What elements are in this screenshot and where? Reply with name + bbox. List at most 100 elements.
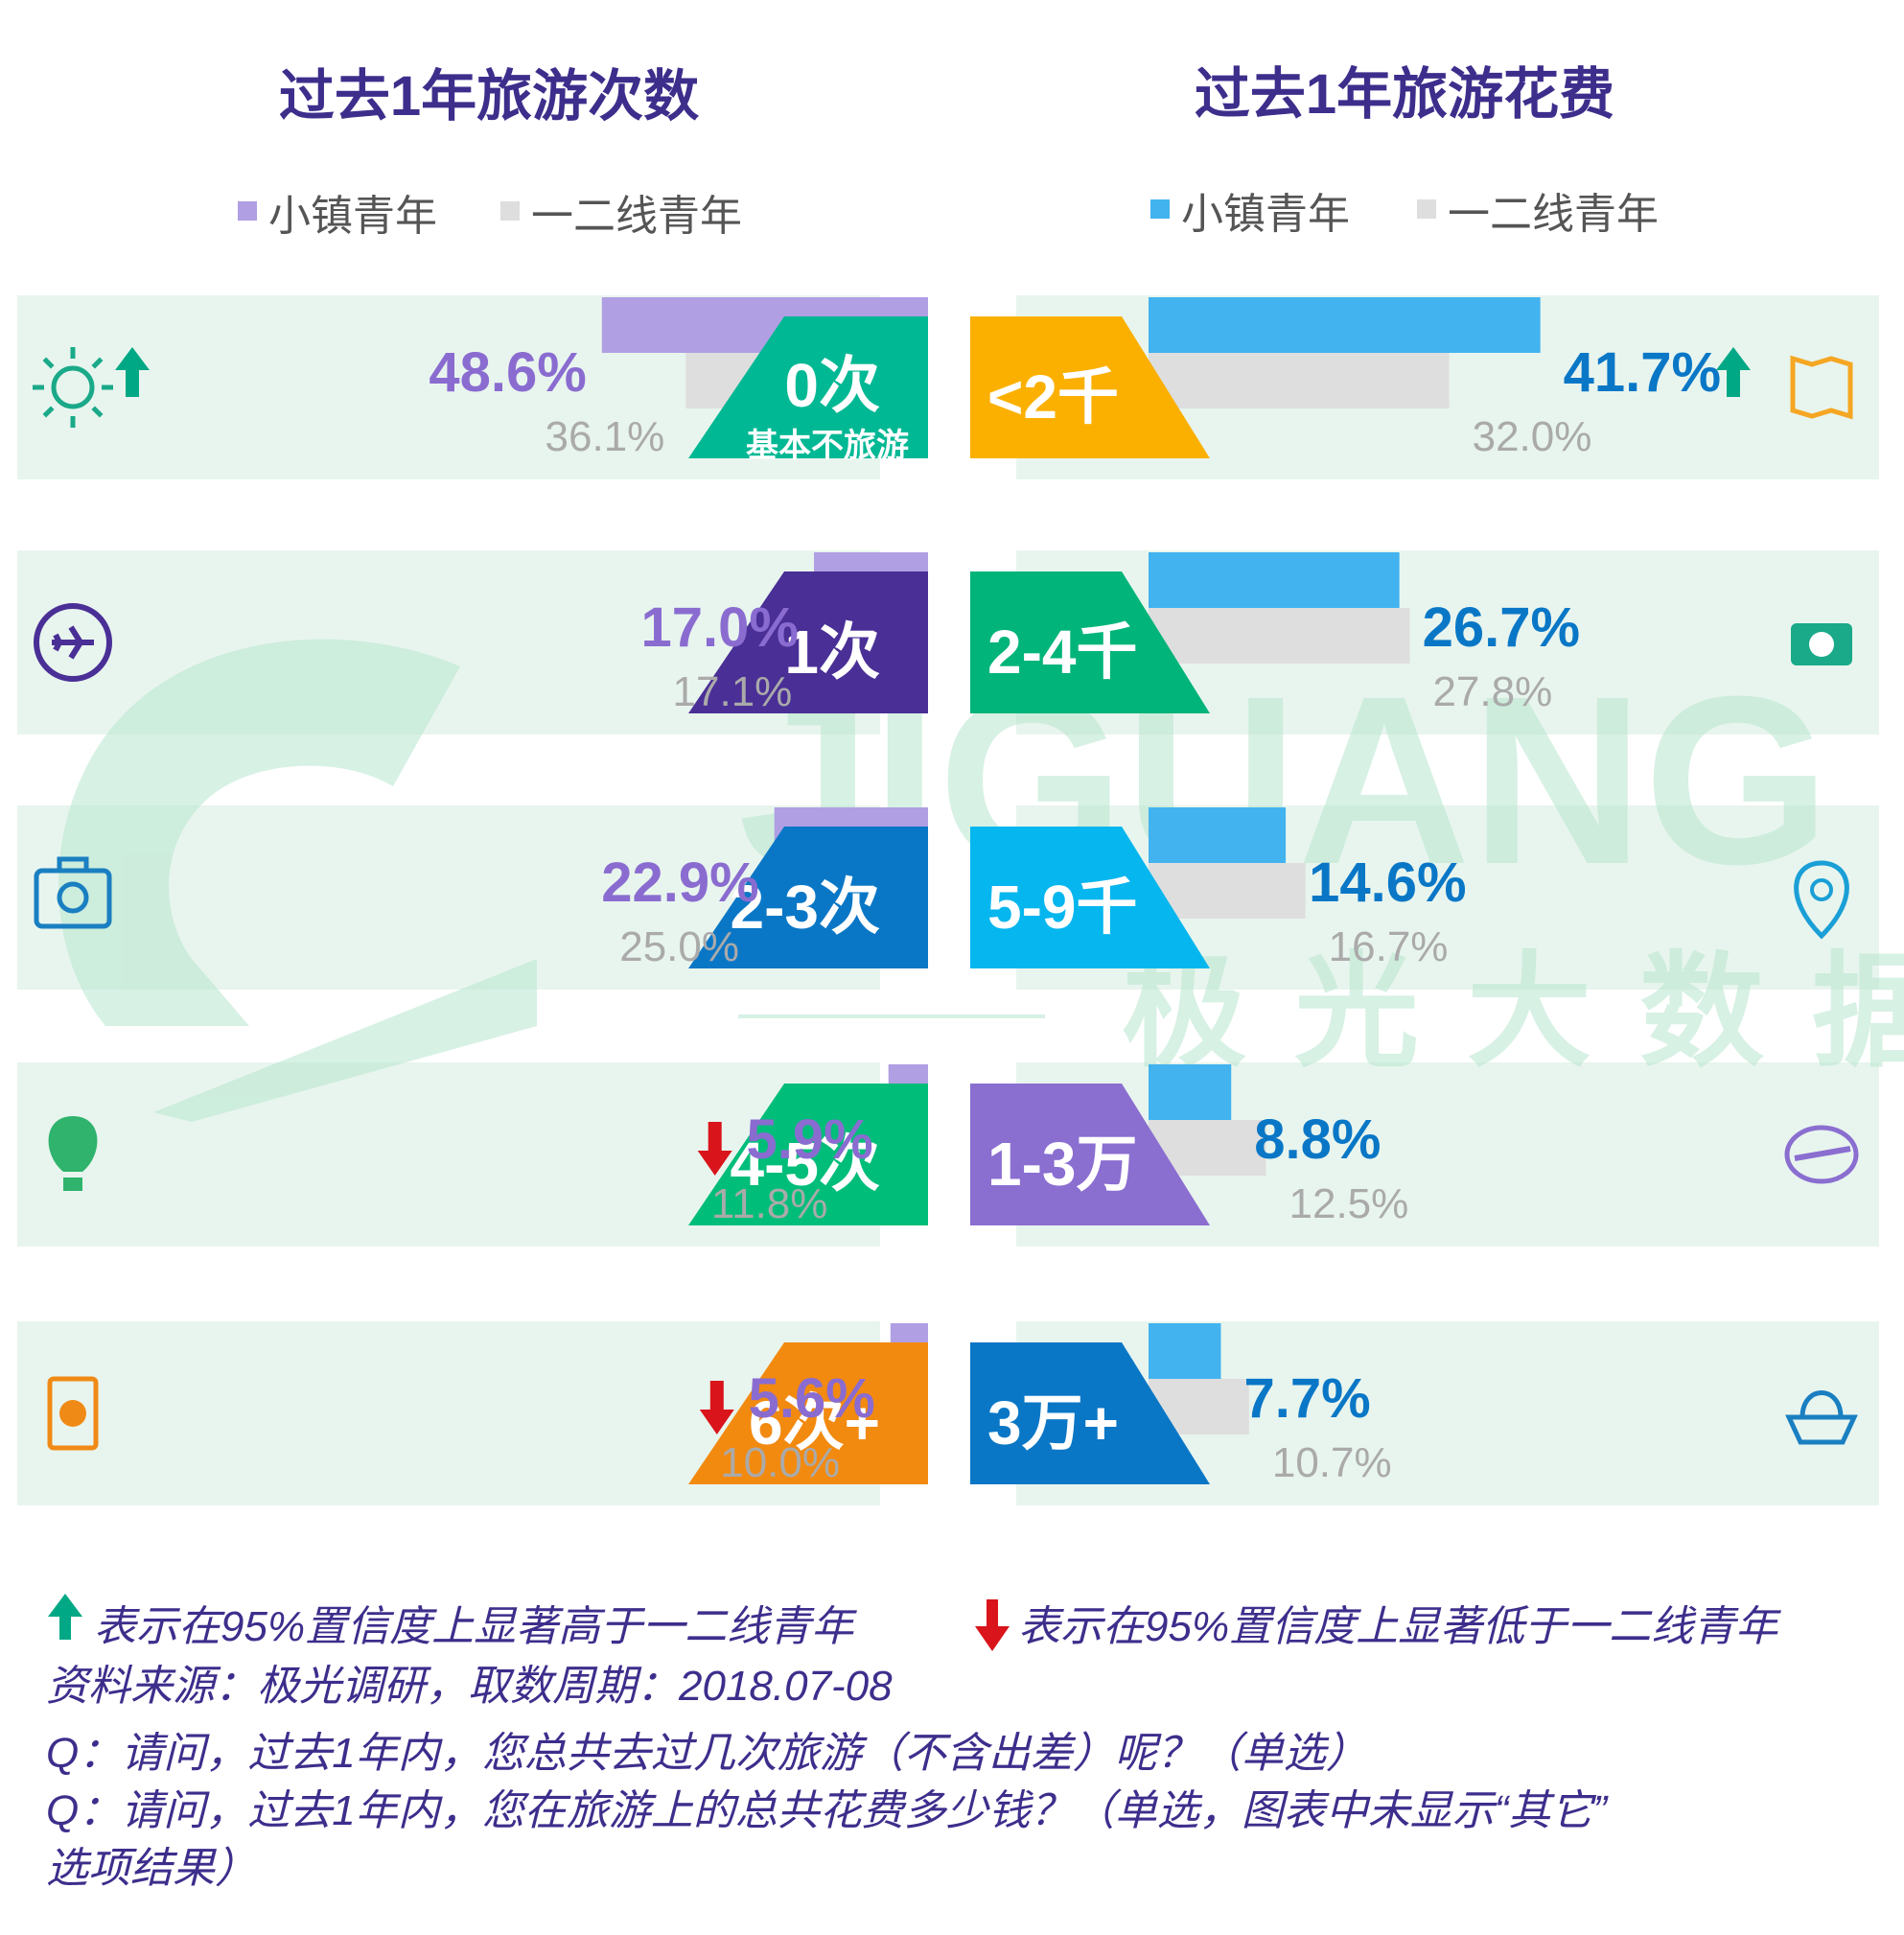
airplane-icon-ring (34, 603, 112, 682)
footer-question-1: Q：请问，过去1年内，您总共去过几次旅游（不含出差）呢？（单选） (46, 1730, 1368, 1777)
footer-question-2: Q：请问，过去1年内，您在旅游上的总共花费多少钱？（单选，图表中未显示“其它” (46, 1787, 1607, 1834)
category-badge (688, 827, 928, 968)
category-badge (970, 827, 1210, 968)
footer-source: 资料来源：极光调研，取数周期：2018.07-08 (46, 1663, 893, 1710)
right-row: 1-3万 8.8% 12.5% (970, 1064, 1859, 1227)
town-value-label: 26.7% (1423, 596, 1580, 659)
luggage-icon-handle (57, 856, 89, 874)
sun-icon-core (51, 365, 95, 409)
legend-label-town: 小镇青年 (268, 193, 437, 240)
significance-down-arrow-icon (697, 1122, 732, 1176)
footer-up-arrow-icon (48, 1594, 82, 1640)
category-badge (970, 316, 1210, 458)
sun-icon-ray (42, 406, 55, 418)
balloon-icon-envelope (48, 1116, 98, 1172)
right-row: <2千 41.7% 32.0% (970, 297, 1853, 460)
legend-swatch-city (500, 201, 520, 221)
city-value-label: 36.1% (546, 413, 665, 460)
city-value-label: 17.1% (673, 668, 793, 715)
ship-icon-hull (1785, 1414, 1858, 1445)
footer-question-2-cont: 选项结果） (46, 1845, 257, 1892)
sun-icon-ray (91, 357, 104, 369)
camera-icon-lens (1809, 632, 1834, 657)
watermark-line (738, 1014, 1045, 1018)
legend-label-city: 一二线青年 (1448, 191, 1659, 238)
town-value-label: 7.7% (1243, 1367, 1370, 1430)
significance-up-arrow-icon (115, 347, 150, 397)
town-value-label: 14.6% (1309, 851, 1466, 914)
category-badge (688, 1084, 928, 1225)
right-row: 2-4千 26.7% 27.8% (970, 552, 1852, 715)
city-value-label: 10.0% (720, 1439, 840, 1486)
watermark-logo-stroke (153, 959, 537, 1122)
category-label: 0次 (784, 351, 880, 420)
footer-down-note: 表示在95%置信度上显著低于一二线青年 (1018, 1603, 1778, 1650)
passport-icon-cover (47, 1376, 99, 1451)
footer-up-note: 表示在95%置信度上显著高于一二线青年 (94, 1603, 854, 1650)
left-row: 6次+5.6% 10.0% (47, 1323, 928, 1486)
right-legend: 小镇青年 一二线青年 (1150, 191, 1659, 238)
town-value-label: 5.6% (749, 1367, 875, 1430)
significance-down-arrow-icon (699, 1381, 734, 1434)
legend-swatch-town (238, 201, 257, 221)
left-chart-title: 过去1年旅游次数 (279, 65, 699, 128)
category-badge (688, 316, 928, 458)
category-badge (688, 1342, 928, 1484)
town-bar (1149, 552, 1400, 608)
category-label: 4-5次 (731, 1130, 881, 1199)
category-label: 1次 (784, 618, 880, 687)
globe-plane-icon-ring (1784, 1125, 1859, 1184)
luggage-icon-lens (57, 881, 89, 914)
left-legend: 小镇青年 一二线青年 (238, 193, 742, 240)
city-value-label: 25.0% (619, 923, 739, 970)
city-value-label: 32.0% (1473, 413, 1592, 460)
city-bar (1149, 863, 1306, 919)
category-badge (970, 571, 1210, 713)
location-pin-icon-shape (1794, 860, 1849, 940)
watermark-brand-cn: 极光大数据 (1122, 942, 1904, 1082)
right-chart-rows: <2千 41.7% 32.0% 2-4千 26.7% 27.8% 5-9千 14.6% 16.7… (970, 297, 1859, 1486)
category-sublabel: 基本不旅游 (746, 428, 909, 464)
sun-icon-ray (42, 357, 55, 369)
town-bar (1149, 1064, 1232, 1120)
city-bar (1149, 608, 1410, 664)
category-label: 5-9千 (987, 873, 1138, 942)
watermark-logo (58, 639, 460, 1026)
city-bar (1149, 353, 1450, 408)
right-row: 5-9千 14.6% 16.7% (970, 807, 1849, 970)
globe-plane-icon-plane (1794, 1146, 1851, 1161)
category-label: 6次+ (749, 1388, 880, 1457)
town-bar (1149, 1323, 1221, 1379)
category-badge (970, 1084, 1210, 1225)
city-value-label: 27.8% (1432, 668, 1552, 715)
legend-label-city: 一二线青年 (531, 193, 742, 240)
town-value-label: 41.7% (1564, 341, 1721, 404)
town-value-label: 48.6% (429, 341, 586, 404)
category-label: 2-3次 (731, 873, 881, 942)
right-chart-title: 过去1年旅游花费 (1195, 63, 1614, 126)
sun-icon-ray (91, 406, 104, 418)
city-value-label: 11.8% (711, 1180, 828, 1227)
passport-icon-emblem (59, 1400, 86, 1427)
town-bar (1149, 297, 1541, 353)
right-row: 3万+ 7.7% 10.7% (970, 1323, 1858, 1486)
town-bar (1149, 807, 1287, 863)
ship-icon-cabin (1800, 1390, 1844, 1418)
town-value-label: 5.9% (746, 1108, 872, 1171)
map-icon-shape (1790, 355, 1853, 420)
legend-label-town: 小镇青年 (1181, 191, 1350, 238)
balloon-icon-basket (63, 1177, 82, 1191)
significance-up-arrow-icon (1716, 347, 1751, 397)
city-value-label: 10.7% (1272, 1439, 1392, 1486)
city-value-label: 12.5% (1289, 1180, 1409, 1227)
legend-swatch-town (1150, 199, 1170, 219)
town-value-label: 8.8% (1254, 1108, 1381, 1171)
town-value-label: 22.9% (601, 851, 758, 914)
left-row: 4-5次5.9% 11.8% (48, 1064, 928, 1227)
category-label: 3万+ (987, 1388, 1119, 1457)
